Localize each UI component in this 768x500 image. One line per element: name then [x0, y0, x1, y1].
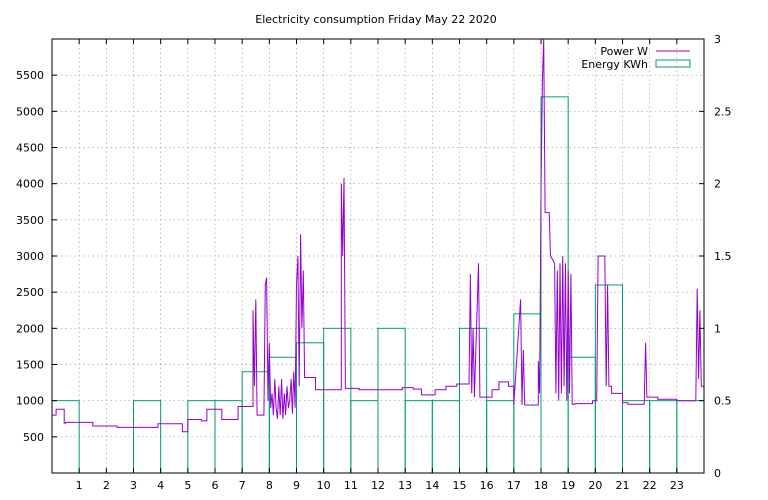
y-left-tick-label: 3000 — [16, 250, 44, 263]
x-tick-label: 5 — [184, 479, 191, 492]
power-series — [52, 38, 704, 433]
x-tick-label: 16 — [480, 479, 494, 492]
energy-box — [622, 400, 651, 474]
energy-box — [676, 400, 705, 474]
y-right-tick-label: 3 — [714, 33, 721, 46]
x-tick-label: 10 — [317, 479, 331, 492]
energy-box — [296, 342, 325, 474]
y-right-tick-label: 2.5 — [714, 105, 732, 118]
x-tick-label: 22 — [643, 479, 657, 492]
y-left-tick-label: 5500 — [16, 69, 44, 82]
plot-frame — [51, 38, 705, 474]
energy-box — [486, 400, 515, 474]
x-tick-label: 23 — [670, 479, 684, 492]
y-left-tick-label: 5000 — [16, 105, 44, 118]
x-tick-label: 13 — [398, 479, 412, 492]
energy-box — [377, 327, 406, 474]
x-tick-label: 3 — [130, 479, 137, 492]
x-tick-label: 15 — [453, 479, 467, 492]
y-left-tick-label: 500 — [23, 431, 44, 444]
x-tick-label: 11 — [344, 479, 358, 492]
x-tick-label: 4 — [157, 479, 164, 492]
y-left-tick-label: 3500 — [16, 214, 44, 227]
x-tick-label: 7 — [239, 479, 246, 492]
energy-box — [431, 400, 461, 474]
energy-box — [404, 400, 433, 474]
axes: 1 2 3 4 5 6 7 8 9 10 11 12 13 14 15 16 17 18 19 20 21 22 23500… — [16, 33, 732, 492]
y-left-tick-label: 1000 — [16, 395, 44, 408]
y-left-tick-label: 2000 — [16, 322, 44, 335]
y-right-tick-label: 1 — [714, 322, 721, 335]
legend-energy-swatch — [655, 59, 691, 68]
x-tick-label: 12 — [371, 479, 385, 492]
x-tick-label: 20 — [588, 479, 602, 492]
energy-series — [51, 96, 705, 474]
x-tick-label: 18 — [534, 479, 548, 492]
x-tick-label: 9 — [293, 479, 300, 492]
legend: Power W Energy KWh — [581, 45, 691, 71]
y-left-tick-label: 1500 — [16, 359, 44, 372]
energy-box — [649, 400, 678, 474]
power-line — [52, 38, 704, 433]
y-right-tick-label: 0.5 — [714, 395, 732, 408]
x-tick-label: 8 — [266, 479, 273, 492]
x-tick-label: 2 — [103, 479, 110, 492]
y-left-tick-label: 4500 — [16, 142, 44, 155]
legend-power-label: Power W — [600, 45, 648, 58]
y-right-tick-label: 1.5 — [714, 250, 732, 263]
y-left-tick-label: 2500 — [16, 286, 44, 299]
chart-title: Electricity consumption Friday May 22 20… — [255, 13, 496, 26]
y-right-tick-label: 2 — [714, 178, 721, 191]
x-tick-label: 14 — [425, 479, 439, 492]
x-tick-label: 19 — [561, 479, 575, 492]
x-tick-label: 6 — [212, 479, 219, 492]
energy-box — [241, 371, 270, 474]
x-tick-label: 21 — [616, 479, 630, 492]
y-left-tick-label: 4000 — [16, 178, 44, 191]
x-tick-label: 17 — [507, 479, 521, 492]
y-right-tick-label: 0 — [714, 467, 721, 480]
x-tick-label: 1 — [76, 479, 83, 492]
legend-energy-label: Energy KWh — [581, 58, 648, 71]
